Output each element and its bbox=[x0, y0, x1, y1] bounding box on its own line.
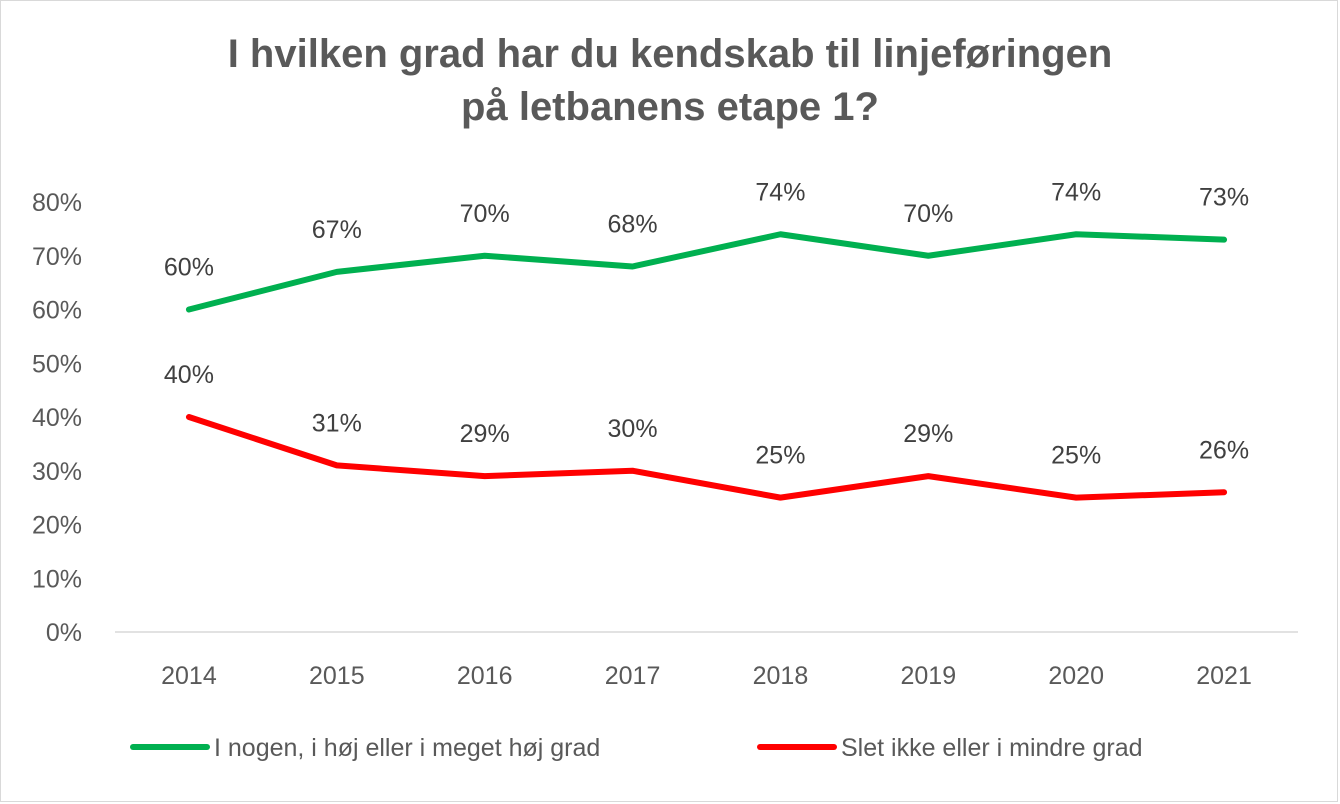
y-tick-label: 80% bbox=[32, 189, 82, 217]
x-tick-label: 2019 bbox=[901, 662, 957, 690]
data-label: 70% bbox=[460, 200, 510, 228]
x-tick-label: 2016 bbox=[457, 662, 513, 690]
x-tick-label: 2014 bbox=[161, 662, 217, 690]
legend-label-2: Slet ikke eller i mindre grad bbox=[841, 734, 1143, 762]
data-label: 29% bbox=[460, 420, 510, 448]
y-tick-label: 10% bbox=[32, 565, 82, 593]
y-tick-label: 40% bbox=[32, 404, 82, 432]
chart-title-line-2: på letbanens etape 1? bbox=[461, 85, 879, 129]
chart-title-line-1: I hvilken grad har du kendskab til linje… bbox=[227, 32, 1113, 76]
data-label: 29% bbox=[903, 420, 953, 448]
x-tick-label: 2020 bbox=[1048, 662, 1104, 690]
series-line-2 bbox=[185, 414, 1228, 501]
data-label: 74% bbox=[1051, 178, 1101, 206]
y-tick-label: 30% bbox=[32, 458, 82, 486]
x-tick-label: 2021 bbox=[1196, 662, 1252, 690]
x-tick-label: 2018 bbox=[753, 662, 809, 690]
data-label: 60% bbox=[164, 254, 214, 282]
x-tick-label: 2015 bbox=[309, 662, 365, 690]
data-label: 26% bbox=[1199, 436, 1249, 464]
data-label: 40% bbox=[164, 361, 214, 389]
data-label: 70% bbox=[903, 200, 953, 228]
y-tick-label: 60% bbox=[32, 297, 82, 325]
y-tick-label: 20% bbox=[32, 512, 82, 540]
y-tick-label: 0% bbox=[46, 619, 82, 647]
data-label: 67% bbox=[312, 216, 362, 244]
data-label: 73% bbox=[1199, 184, 1249, 212]
legend-label-1: I nogen, i høj eller i meget høj grad bbox=[214, 734, 600, 762]
y-tick-label: 50% bbox=[32, 350, 82, 378]
data-label: 25% bbox=[755, 442, 805, 470]
data-label: 30% bbox=[608, 415, 658, 443]
data-label: 25% bbox=[1051, 442, 1101, 470]
data-label: 31% bbox=[312, 409, 362, 437]
series-line-1 bbox=[185, 231, 1228, 313]
y-tick-label: 70% bbox=[32, 243, 82, 271]
chart-title: I hvilken grad har du kendskab til linje… bbox=[0, 28, 1340, 134]
data-label: 74% bbox=[755, 178, 805, 206]
data-label: 68% bbox=[608, 211, 658, 239]
x-tick-label: 2017 bbox=[605, 662, 661, 690]
